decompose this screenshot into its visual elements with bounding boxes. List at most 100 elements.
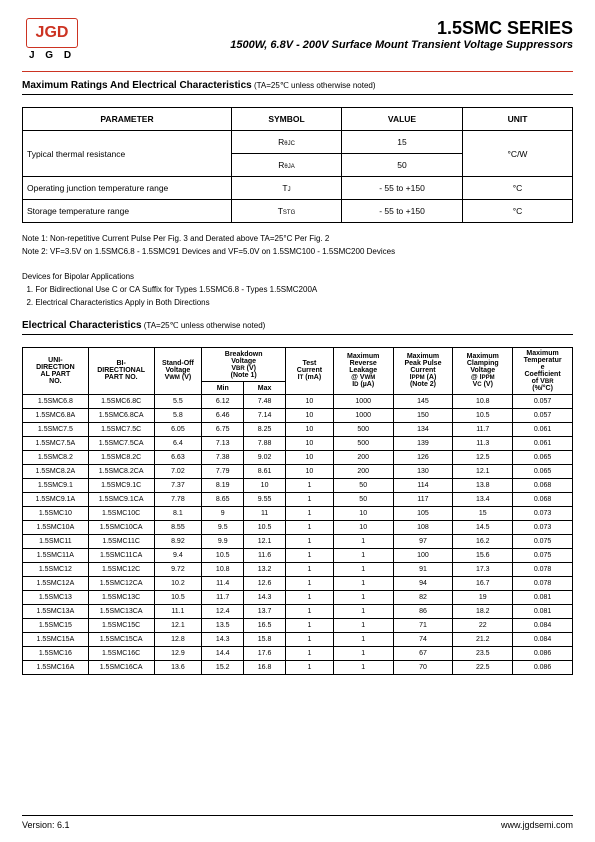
table-cell: 117 <box>393 492 453 506</box>
table-row: Typical thermal resistance <box>23 131 232 177</box>
table-cell: 19 <box>453 590 513 604</box>
table-cell: 1.5SMC13C <box>88 590 154 604</box>
table-cell: 1 <box>286 660 334 674</box>
table-cell: 114 <box>393 478 453 492</box>
table-cell: 1.5SMC15A <box>23 632 89 646</box>
table-cell: 0.081 <box>513 590 573 604</box>
table-cell: 8.25 <box>244 422 286 436</box>
table-cell: 50 <box>333 478 393 492</box>
table-cell: 1 <box>333 604 393 618</box>
table-cell: 108 <box>393 520 453 534</box>
note-line: Note 1: Non-repetitive Current Pulse Per… <box>22 233 573 246</box>
table-row: 1.5SMC6.81.5SMC6.8C5.56.127.481010001451… <box>23 394 573 408</box>
table-cell: 0.065 <box>513 464 573 478</box>
table-cell: RθJA <box>232 154 342 177</box>
table-row: 1.5SMC7.5A1.5SMC7.5CA6.47.137.8810500139… <box>23 436 573 450</box>
table-row: 1.5SMC10A1.5SMC10CA8.559.510.511010814.5… <box>23 520 573 534</box>
title-block: 1.5SMC SERIES 1500W, 6.8V - 200V Surface… <box>230 18 573 51</box>
table-cell: 11.4 <box>202 576 244 590</box>
page-subtitle: 1500W, 6.8V - 200V Surface Mount Transie… <box>230 39 573 51</box>
table-cell: 94 <box>393 576 453 590</box>
table-cell: 1 <box>286 548 334 562</box>
col-sub-min: Min <box>202 382 244 395</box>
table-cell: 1 <box>286 646 334 660</box>
table-cell: 0.075 <box>513 534 573 548</box>
col-unit: UNIT <box>463 108 573 131</box>
table-cell: 10 <box>244 478 286 492</box>
col-header: UNI-DIRECTIONAL PARTNO. <box>23 347 89 394</box>
col-parameter: PARAMETER <box>23 108 232 131</box>
table-cell: 1.5SMC10C <box>88 506 154 520</box>
table-cell: 200 <box>333 450 393 464</box>
table-cell: 16.5 <box>244 618 286 632</box>
table-cell: 9.4 <box>154 548 202 562</box>
table-cell: 7.37 <box>154 478 202 492</box>
table-cell: 1.5SMC8.2CA <box>88 464 154 478</box>
table-row: 1.5SMC8.2A1.5SMC8.2CA7.027.798.611020013… <box>23 464 573 478</box>
table-cell: 134 <box>393 422 453 436</box>
col-header: TestCurrentIT (mA) <box>286 347 334 394</box>
table-cell: 71 <box>393 618 453 632</box>
table-row: 1.5SMC121.5SMC12C9.7210.813.2119117.30.0… <box>23 562 573 576</box>
table-cell: 10 <box>286 408 334 422</box>
table-cell: 1 <box>333 646 393 660</box>
table-cell: 8.65 <box>202 492 244 506</box>
table-cell: 10.5 <box>202 548 244 562</box>
table-cell: 1 <box>333 660 393 674</box>
col-header: MaximumTemperatureCoefficientof VBR(%/°C… <box>513 347 573 394</box>
table-cell: 1 <box>333 618 393 632</box>
col-symbol: SYMBOL <box>232 108 342 131</box>
table-cell: 12.6 <box>244 576 286 590</box>
table-cell: 1.5SMC6.8A <box>23 408 89 422</box>
table-row: 1.5SMC13A1.5SMC13CA11.112.413.7118618.20… <box>23 604 573 618</box>
table-cell: 1 <box>286 506 334 520</box>
table-row: 1.5SMC9.11.5SMC9.1C7.378.191015011413.80… <box>23 478 573 492</box>
table-cell: °C/W <box>463 131 573 177</box>
table-cell: 0.057 <box>513 408 573 422</box>
table-cell: 7.13 <box>202 436 244 450</box>
col-header: BI-DIRECTIONALPART NO. <box>88 347 154 394</box>
table-cell: 200 <box>333 464 393 478</box>
version-text: Version: 6.1 <box>22 820 70 830</box>
table-cell: 7.02 <box>154 464 202 478</box>
table-row: 1.5SMC131.5SMC13C10.511.714.31182190.081 <box>23 590 573 604</box>
table-cell: 13.8 <box>453 478 513 492</box>
col-header: MaximumClampingVoltage@ IPPMVC (V) <box>453 347 513 394</box>
table-cell: 150 <box>393 408 453 422</box>
table-cell: 10.8 <box>453 394 513 408</box>
table-cell: 1 <box>286 534 334 548</box>
table-cell: 1.5SMC7.5 <box>23 422 89 436</box>
logo: JGD J G D <box>22 18 82 61</box>
table-cell: 11.3 <box>453 436 513 450</box>
table-cell: 5.5 <box>154 394 202 408</box>
table-cell: 0.078 <box>513 562 573 576</box>
table-cell: 9.72 <box>154 562 202 576</box>
section1-heading: Maximum Ratings And Electrical Character… <box>22 80 252 91</box>
table-cell: TSTG <box>232 200 342 223</box>
table-cell: 22.5 <box>453 660 513 674</box>
table-cell: 1.5SMC16A <box>23 660 89 674</box>
table-cell: 7.14 <box>244 408 286 422</box>
table-cell: 1.5SMC16 <box>23 646 89 660</box>
section1-sub: (TA=25℃ unless otherwise noted) <box>254 81 376 90</box>
table-cell: 0.075 <box>513 548 573 562</box>
table-cell: 10 <box>286 394 334 408</box>
table-cell: 1 <box>286 590 334 604</box>
table-cell: 1.5SMC11C <box>88 534 154 548</box>
table-row: 1.5SMC12A1.5SMC12CA10.211.412.6119416.70… <box>23 576 573 590</box>
table-cell: 12.1 <box>154 618 202 632</box>
table-cell: 11.7 <box>202 590 244 604</box>
table-cell: 1 <box>333 632 393 646</box>
table-cell: 1 <box>333 576 393 590</box>
section2-heading: Electrical Characteristics <box>22 320 142 331</box>
table-cell: 15 <box>453 506 513 520</box>
table-cell: 10 <box>286 422 334 436</box>
table-cell: 1.5SMC16CA <box>88 660 154 674</box>
table-cell: 1.5SMC12A <box>23 576 89 590</box>
table-cell: 1.5SMC12CA <box>88 576 154 590</box>
table-cell: 23.5 <box>453 646 513 660</box>
table-cell: 1.5SMC7.5C <box>88 422 154 436</box>
table-cell: 11.6 <box>244 548 286 562</box>
col-header: BreakdownVoltageVBR (V)(Note 1) <box>202 347 286 381</box>
table-cell: 0.065 <box>513 450 573 464</box>
